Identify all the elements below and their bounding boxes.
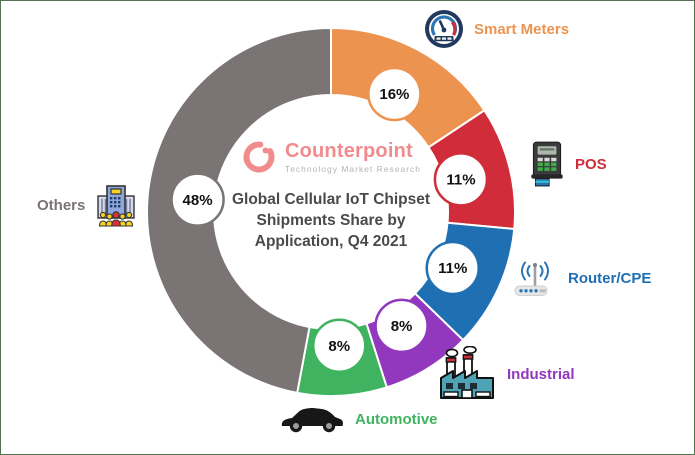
percent-label: 8% — [391, 318, 413, 335]
percent-label: 11% — [446, 172, 475, 189]
percent-bubble — [170, 172, 225, 227]
legend-label-router-cpe: Router/CPE — [568, 269, 652, 287]
counterpoint-logo: Counterpoint Technology Market Research — [206, 139, 456, 175]
legend-others: Others — [37, 183, 137, 227]
router-icon — [512, 257, 558, 299]
legend-pos: POS — [529, 140, 607, 188]
legend-label-industrial: Industrial — [507, 365, 575, 383]
legend-smart-meters: Smart Meters — [424, 9, 569, 49]
legend-industrial: Industrial — [437, 346, 575, 402]
factory-icon — [437, 346, 497, 402]
percent-label: 16% — [379, 86, 409, 103]
building-people-icon — [95, 183, 137, 227]
pos-terminal-icon — [529, 140, 565, 188]
percent-bubble — [311, 318, 367, 373]
chart-title: Global Cellular IoT Chipset Shipments Sh… — [231, 191, 431, 250]
legend-label-pos: POS — [575, 155, 607, 173]
logo-name: Counterpoint — [284, 139, 413, 162]
percent-label: 48% — [183, 192, 213, 209]
percent-bubble — [374, 298, 429, 354]
gauge-icon — [424, 9, 464, 49]
percent-bubble — [367, 66, 422, 122]
counterpoint-logo-icon — [241, 139, 277, 175]
chart-center: Counterpoint Technology Market Research … — [206, 139, 456, 252]
percent-bubble — [433, 152, 489, 207]
legend-label-others: Others — [37, 196, 86, 214]
percent-label: 8% — [328, 338, 350, 355]
car-icon — [279, 403, 345, 435]
percent-bubble — [425, 240, 480, 296]
legend-label-smart-meters: Smart Meters — [474, 20, 570, 38]
legend-automotive: Automotive — [279, 403, 438, 435]
legend-router-cpe: Router/CPE — [512, 257, 651, 299]
donut-segment-others — [146, 26, 332, 395]
legend-label-automotive: Automotive — [355, 410, 438, 428]
logo-subtitle: Technology Market Research — [284, 163, 422, 174]
percent-label: 11% — [438, 260, 467, 277]
